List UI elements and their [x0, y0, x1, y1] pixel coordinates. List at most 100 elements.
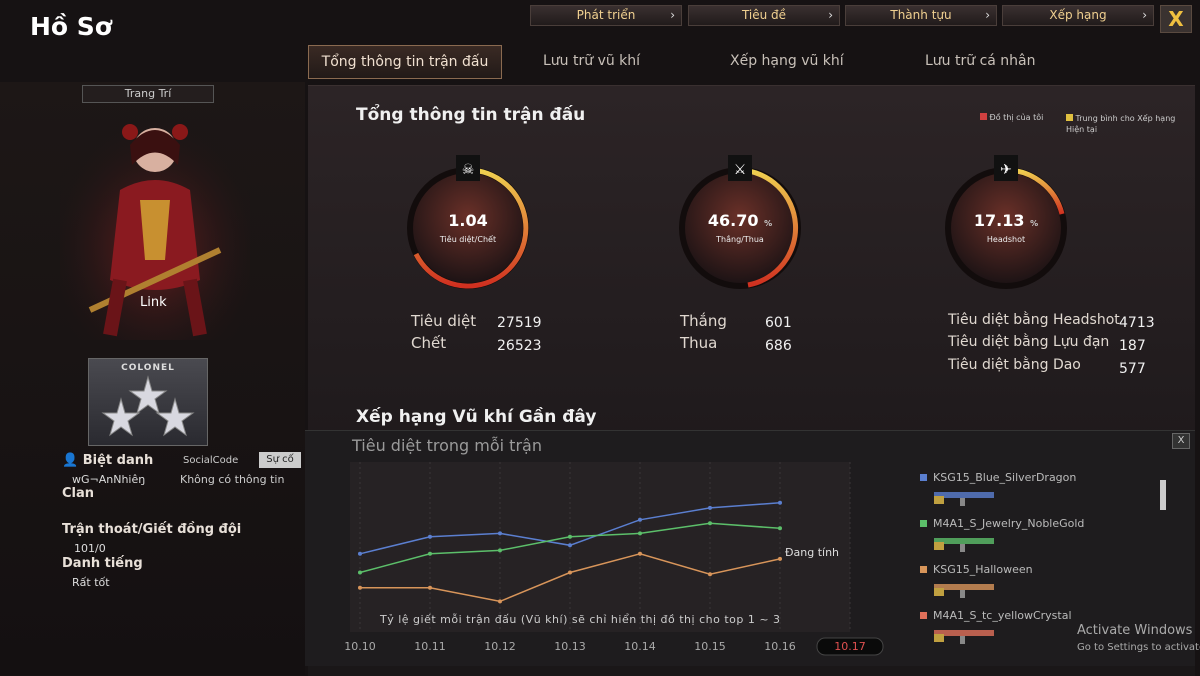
desert-value: 101/0 [74, 542, 106, 555]
x-tick-label: 10.13 [554, 640, 586, 653]
stat-label: Thắng [680, 312, 727, 330]
series-point [708, 505, 712, 510]
legend-mine: Đồ thị của tôi [980, 113, 1043, 122]
series-point [358, 585, 362, 590]
series-point [708, 521, 712, 526]
legend-text: Trung bình cho Xếp hạng Hiện tại [1066, 114, 1176, 134]
series-point [568, 543, 572, 548]
chart-close[interactable]: X [1172, 433, 1190, 449]
legend-avg: Trung bình cho Xếp hạng Hiện tại [1066, 113, 1178, 135]
x-tick-label: 10.17 [834, 640, 866, 653]
weapon-stock [934, 634, 944, 642]
weapon-grip [960, 636, 965, 644]
tab[interactable]: Lưu trữ cá nhân [925, 53, 1036, 69]
weapon-body [934, 492, 994, 498]
top-button[interactable]: Phát triển [530, 5, 682, 26]
series-point [708, 572, 712, 577]
legend-swatch [920, 566, 927, 573]
weapon-stock [934, 542, 944, 550]
character-portrait [60, 110, 250, 340]
top-button[interactable]: Xếp hạng [1002, 5, 1154, 26]
stat-value: 601 [765, 315, 792, 331]
gauge-value: 1.04 [448, 211, 488, 230]
decor-button[interactable]: Trang Trí [82, 85, 214, 103]
series-point [778, 500, 782, 505]
chart-note: Tỷ lệ giết mỗi trận đấu (Vũ khí) sẽ chỉ … [380, 613, 781, 626]
gauge-unit: % [764, 219, 773, 228]
gauge-number: 46.70 [707, 211, 759, 230]
series-point [428, 534, 432, 539]
series-point [638, 551, 642, 556]
legend-swatch [980, 113, 987, 120]
series-point [568, 534, 572, 539]
stat-label: Chết [411, 334, 447, 352]
scrollbar[interactable] [1158, 476, 1168, 512]
weapon-name: M4A1_S_tc_yellowCrystal [933, 609, 1072, 622]
tab[interactable]: Lưu trữ vũ khí [543, 53, 641, 69]
top-button[interactable]: Tiêu đề [688, 5, 840, 26]
weapon-icon [934, 630, 994, 644]
stat-label: Thua [680, 334, 718, 352]
series-point [498, 599, 502, 604]
gauge-label: Tiêu diệt/Chết [439, 235, 497, 244]
gauge-label: Headshot [986, 235, 1026, 244]
weapon-stock [934, 588, 944, 596]
nickname-label: 👤 Biệt danh [62, 453, 154, 468]
clan-label: Clan [62, 486, 95, 501]
social-label: SocialCode [183, 455, 239, 466]
legend-swatch [1066, 114, 1073, 121]
top-button[interactable]: Thành tựu [845, 5, 997, 26]
stat-value: 187 [1119, 338, 1146, 354]
weapon-name: KSG15_Blue_SilverDragon [933, 471, 1076, 484]
svg-text:✈: ✈ [1000, 162, 1012, 178]
gauge-number: 17.13 [973, 211, 1025, 230]
svg-text:⚔: ⚔ [734, 162, 747, 178]
gauges: ☠ ⚔ ✈ [407, 155, 1067, 289]
weapon-icon [934, 538, 994, 552]
tab-active[interactable]: Tổng thông tin trận đấu [308, 45, 502, 79]
legend-swatch [920, 520, 927, 527]
weapon-icon [934, 584, 994, 598]
series-point [638, 517, 642, 522]
stat-value: 686 [765, 338, 792, 354]
stat-value: 27519 [497, 315, 542, 331]
gauge: ✈ [945, 155, 1067, 289]
stat-label: Tiêu diệt [411, 312, 477, 330]
x-tick-label: 10.11 [414, 640, 446, 653]
x-tick-selected [816, 637, 884, 656]
weapon-body [934, 584, 994, 590]
scroll-thumb[interactable] [1160, 480, 1166, 510]
gauge-value: 17.13 % [966, 211, 1046, 230]
social-button[interactable]: Sự cố [259, 452, 301, 468]
stat-label: Tiêu diệt bằng Lựu đạn [948, 334, 1110, 350]
rank-badge: COLONEL [88, 358, 208, 446]
character-name: Link [140, 295, 167, 310]
x-tick-label: 10.14 [624, 640, 656, 653]
legend-swatch [920, 612, 927, 619]
watermark-text: Go to Settings to activate Windows. [1077, 642, 1200, 653]
weapon-grip [960, 590, 965, 598]
nickname-label-text: Biệt danh [82, 453, 154, 468]
stat-label: Tiêu diệt bằng Headshot [948, 312, 1120, 328]
plot-area [350, 462, 850, 632]
chart-status: Đang tính [785, 546, 840, 559]
gauge-value: 46.70 % [700, 211, 780, 230]
stat-label: Tiêu diệt bằng Dao [948, 357, 1081, 373]
series-point [498, 531, 502, 536]
weapon-grip [960, 498, 965, 506]
close-button[interactable]: X [1160, 5, 1192, 33]
series-point [778, 526, 782, 531]
series-point [358, 570, 362, 575]
series-point [428, 585, 432, 590]
screen-title: Hồ Sơ [30, 12, 112, 41]
tab[interactable]: Xếp hạng vũ khí [730, 53, 844, 69]
summary-title: Tổng thông tin trận đấu [356, 105, 586, 125]
x-tick-label: 10.16 [764, 640, 796, 653]
legend-text: Đồ thị của tôi [989, 113, 1044, 122]
desert-label: Trận thoát/Giết đồng đội [62, 522, 242, 537]
gauge-label: Thắng/Thua [716, 235, 764, 244]
series-point [358, 551, 362, 556]
rank-stars [101, 375, 195, 437]
